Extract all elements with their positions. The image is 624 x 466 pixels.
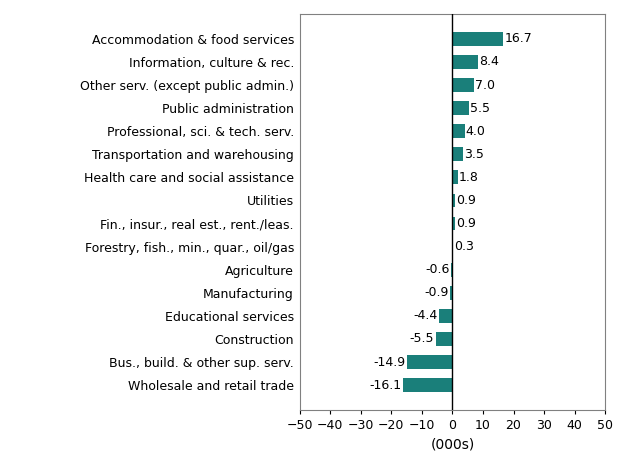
Text: -5.5: -5.5 <box>410 332 434 345</box>
Text: -16.1: -16.1 <box>370 379 402 391</box>
Text: 7.0: 7.0 <box>475 79 495 92</box>
Text: 16.7: 16.7 <box>505 33 532 45</box>
Text: -4.4: -4.4 <box>414 309 437 322</box>
X-axis label: (000s): (000s) <box>431 438 474 452</box>
Text: 8.4: 8.4 <box>479 55 499 69</box>
Bar <box>403 378 452 392</box>
Text: 5.5: 5.5 <box>470 102 490 115</box>
Bar <box>452 147 463 161</box>
Text: 0.3: 0.3 <box>454 240 474 253</box>
Bar <box>451 263 452 277</box>
Bar <box>452 171 458 185</box>
Bar <box>452 124 465 138</box>
Bar <box>452 55 478 69</box>
Text: -0.9: -0.9 <box>424 286 449 299</box>
Bar <box>452 217 455 231</box>
Text: 1.8: 1.8 <box>459 171 479 184</box>
Bar <box>452 32 504 46</box>
Bar <box>452 101 469 115</box>
Bar <box>439 309 452 323</box>
Bar <box>436 332 452 346</box>
Bar <box>450 286 452 300</box>
Bar <box>452 78 474 92</box>
Bar <box>452 240 453 254</box>
Text: -14.9: -14.9 <box>374 356 406 369</box>
Text: 0.9: 0.9 <box>456 194 476 207</box>
Bar <box>407 355 452 369</box>
Text: 3.5: 3.5 <box>464 148 484 161</box>
Text: -0.6: -0.6 <box>425 263 449 276</box>
Text: 4.0: 4.0 <box>466 125 485 138</box>
Text: 0.9: 0.9 <box>456 217 476 230</box>
Bar <box>452 193 455 207</box>
